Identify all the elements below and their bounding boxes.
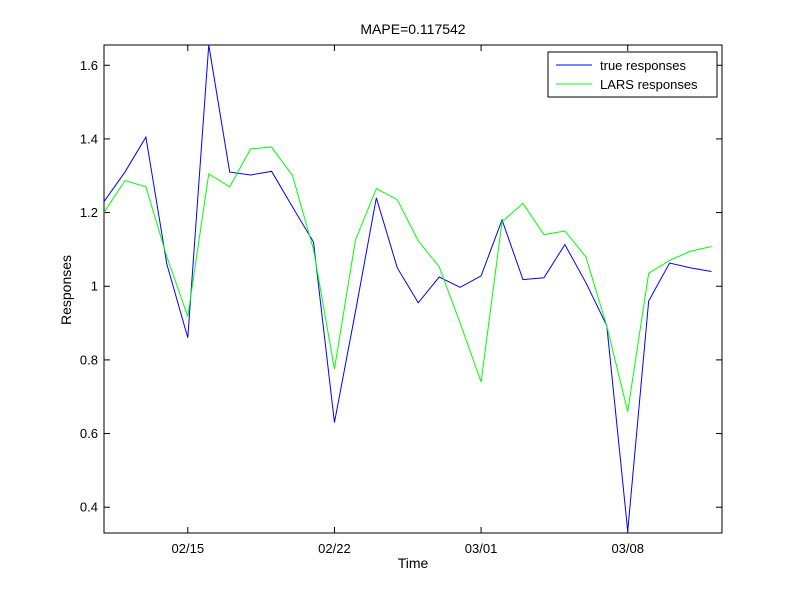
chart-title: MAPE=0.117542 <box>360 21 465 37</box>
y-tick-label: 0.8 <box>80 352 98 367</box>
legend: true responses LARS responses <box>547 51 718 98</box>
x-tick-label: 02/22 <box>318 541 351 556</box>
x-tick-label: 02/15 <box>172 541 205 556</box>
plot-area <box>104 45 722 533</box>
axes-box <box>103 44 723 534</box>
y-tick-label: 1.2 <box>80 205 98 220</box>
x-tick-label: 03/01 <box>465 541 498 556</box>
plot-background <box>104 45 722 533</box>
y-tick-label: 1 <box>91 279 98 294</box>
series-line-2 <box>103 146 712 412</box>
axes: 0.4 0.6 0.8 1 1.2 1.4 1.6 02/15 02/22 03/01 03/08 <box>80 44 723 556</box>
y-axis-label: Responses <box>58 255 74 325</box>
x-axis-label: Time <box>398 555 429 571</box>
legend-label-1: true responses <box>600 58 686 73</box>
legend-box <box>547 51 718 98</box>
y-tick-label: 0.6 <box>80 426 98 441</box>
series-layer <box>103 44 712 532</box>
x-tick-label: 03/08 <box>611 541 644 556</box>
legend-label-2: LARS responses <box>600 77 698 92</box>
y-tick-label: 1.4 <box>80 131 98 146</box>
series-line-1 <box>103 44 712 532</box>
y-tick-label: 1.6 <box>80 58 98 73</box>
y-tick-label: 0.4 <box>80 500 98 515</box>
